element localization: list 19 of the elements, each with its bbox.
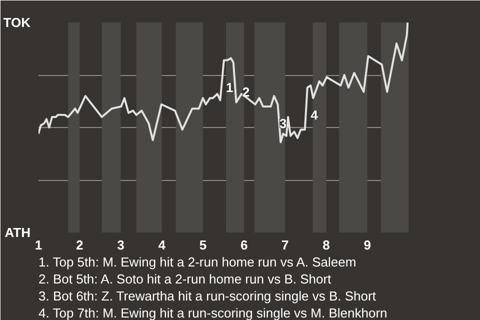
annotation: 3 <box>279 116 287 131</box>
annotation: 4 <box>310 107 319 122</box>
x-tick-label: 4 <box>158 238 166 252</box>
annotation: 2 <box>242 84 250 100</box>
x-tick-label: 3 <box>117 238 124 252</box>
x-tick-label: 5 <box>199 238 207 252</box>
text: 3. Bot 6th: Z. Trewartha hit a run-scoring single vs B. Short <box>38 288 376 304</box>
text: 4. Top 7th: M. Ewing hit a run-scoring single vs M. Blenkhorn <box>38 306 388 320</box>
text: 2. Bot 5th: A. Soto hit a 2-run home run vs B. Short <box>38 272 332 286</box>
x-tick-label: 2 <box>76 238 84 252</box>
x-tick-label: 1 <box>34 238 42 252</box>
x-tick-label: 7 <box>282 238 289 252</box>
annotation: 1 <box>226 80 234 96</box>
text: 1. Top 5th: M. Ewing hit a 2-run home run vs A. Saleem <box>38 254 356 270</box>
x-tick-label: 8 <box>322 238 330 252</box>
x-tick-label: 9 <box>364 238 372 252</box>
text: ATH <box>4 225 31 240</box>
x-tick-label: 6 <box>240 238 248 252</box>
text: TOK <box>3 15 32 30</box>
